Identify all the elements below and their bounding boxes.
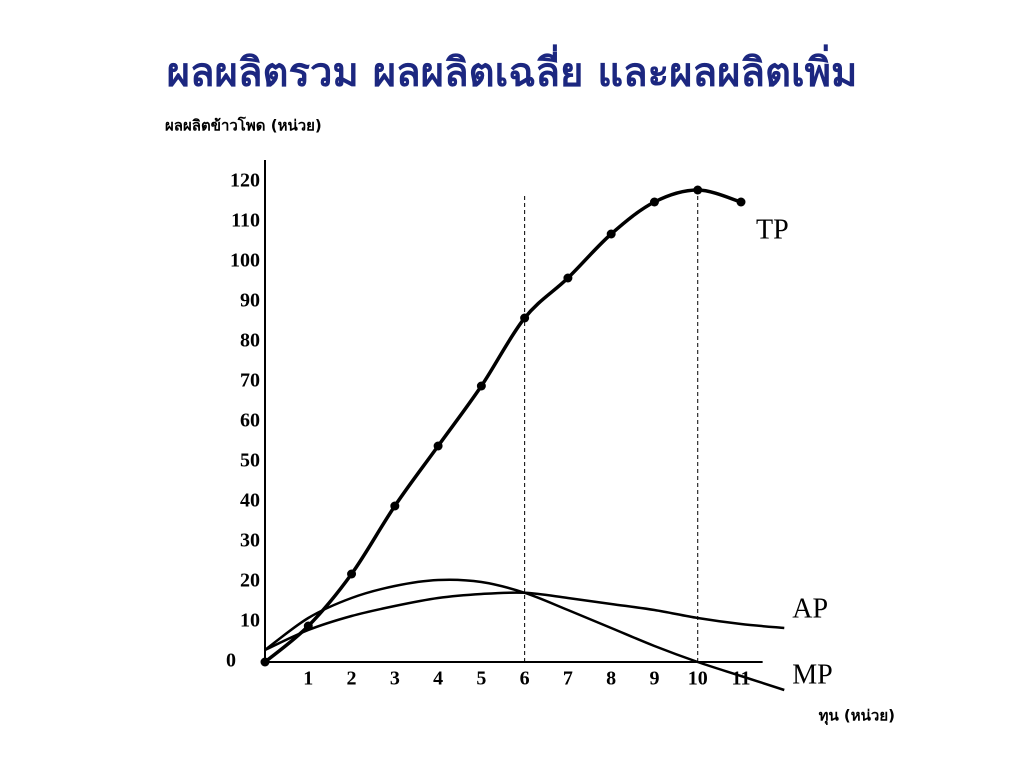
data-point [606, 229, 616, 239]
y-tick-label: 100 [230, 250, 260, 272]
data-point [476, 381, 486, 391]
data-point [563, 273, 573, 283]
y-tick-label: 50 [240, 450, 260, 472]
y-tick-label: 70 [240, 370, 260, 392]
series-label: AP [792, 593, 828, 624]
data-point [433, 441, 443, 451]
x-tick-label: 8 [606, 668, 616, 690]
y-tick-label: 60 [240, 410, 260, 432]
series-label: MP [792, 659, 832, 690]
data-point [649, 197, 659, 207]
chart-title: ผลผลิตรวม ผลผลิตเฉลี่ย และผลผลิตเพิ่ม [167, 44, 858, 96]
x-tick-label: 7 [563, 668, 573, 690]
x-axis-label: ทุน (หน่วย) [819, 707, 895, 726]
x-tick-label: 3 [390, 668, 400, 690]
x-tick-label: 2 [347, 668, 357, 690]
y-axis-label: ผลผลิตข้าวโพด (หน่วย) [165, 116, 322, 135]
series-line [263, 188, 742, 664]
y-tick-label: 40 [240, 490, 260, 512]
data-point [693, 185, 703, 195]
data-point [390, 501, 400, 511]
data-point [347, 569, 357, 579]
data-point [260, 657, 270, 667]
series-label: TP [756, 214, 789, 245]
x-tick-label: 10 [688, 668, 708, 690]
y-tick-label: 110 [231, 210, 260, 232]
data-point [736, 197, 746, 207]
x-tick-label: 11 [732, 668, 751, 690]
data-point [520, 313, 530, 323]
x-tick-label: 4 [433, 668, 443, 690]
y-tick-label: 10 [240, 610, 260, 632]
y-tick-label: 30 [240, 530, 260, 552]
x-tick-label: 5 [476, 668, 486, 690]
y-tick-label: 20 [240, 570, 260, 592]
y-tick-label: 80 [240, 330, 260, 352]
x-tick-label: 1 [303, 668, 313, 690]
x-tick-label: 9 [649, 668, 659, 690]
y-tick-label: 90 [240, 290, 260, 312]
y-tick-label: 120 [230, 170, 260, 192]
y-tick-label: 0 [226, 650, 236, 672]
series-line [264, 578, 785, 692]
x-tick-label: 6 [520, 668, 530, 690]
